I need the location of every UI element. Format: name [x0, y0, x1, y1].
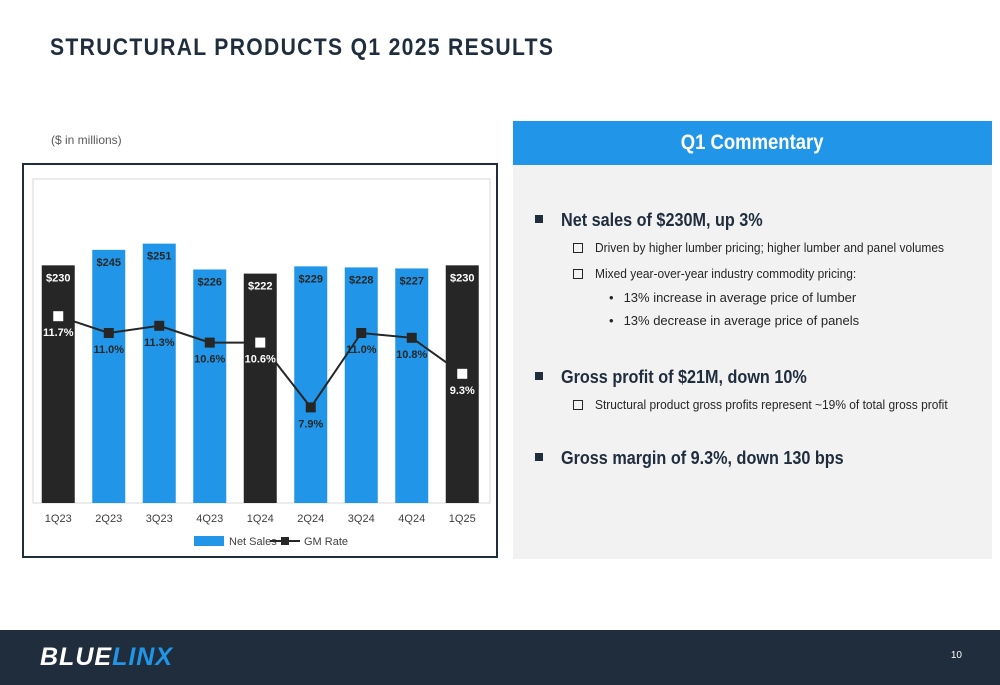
x-tick-label: 3Q24 — [348, 513, 375, 525]
sub-bullet-pricing: Driven by higher lumber pricing; higher … — [573, 240, 974, 255]
sub-sub-bullet-text: 13% increase in average price of lumber — [623, 290, 857, 305]
bar-net-sales — [193, 269, 227, 503]
bar-value-label: $230 — [450, 272, 474, 284]
bullet-text: Gross profit of $21M, down 10% — [561, 367, 807, 387]
gm-rate-marker — [154, 320, 165, 331]
x-tick-label: 3Q23 — [146, 513, 173, 525]
bullet-text: Gross margin of 9.3%, down 130 bps — [561, 448, 844, 468]
gm-rate-marker — [103, 328, 114, 338]
x-tick-label: 2Q23 — [95, 513, 122, 525]
gm-rate-marker — [53, 311, 64, 322]
bar-net-sales — [243, 273, 277, 503]
bar-net-sales — [92, 249, 126, 503]
bar-value-label: $245 — [97, 257, 121, 269]
gm-rate-label: 10.6% — [245, 354, 276, 366]
chart-frame: $230 1Q23 $245 2Q23 $251 3Q23 $226 4Q23 $222 1Q24… — [22, 163, 498, 558]
bullet-net-sales: Net sales of $230M, up 3% — [535, 210, 785, 231]
bar-value-label: $251 — [147, 251, 171, 263]
sub-sub-bullet-text: 13% decrease in average price of panels — [623, 313, 860, 328]
legend-net-sales-swatch — [194, 536, 224, 546]
sub-bullet-text: Mixed year-over-year industry commodity … — [595, 266, 857, 281]
x-tick-label: 1Q23 — [45, 513, 72, 525]
bar-value-label: $226 — [198, 276, 222, 288]
gm-rate-marker — [255, 337, 266, 348]
footer-bar: BLUELINX 10 — [0, 630, 1000, 685]
bar-value-label: $227 — [400, 275, 424, 287]
bar-net-sales — [294, 266, 328, 503]
bar-value-label: $230 — [46, 272, 70, 284]
x-tick-label: 2Q24 — [297, 513, 324, 525]
gm-rate-label: 9.3% — [450, 385, 475, 397]
bullet-gross-profit: Gross profit of $21M, down 10% — [535, 367, 834, 388]
gm-rate-label: 11.3% — [144, 337, 175, 349]
bar-net-sales — [142, 243, 176, 503]
sub-sub-bullet-lumber: • 13% increase in average price of lumber — [609, 290, 856, 305]
logo-part-1: BLUE — [40, 643, 113, 671]
square-bullet-icon — [535, 215, 543, 224]
logo-part-2: LINX — [112, 643, 174, 671]
gm-rate-marker — [457, 368, 468, 379]
bar-net-sales — [395, 268, 429, 503]
page-number: 10 — [950, 650, 962, 661]
gm-rate-label: 10.8% — [396, 349, 427, 361]
gm-rate-label: 11.0% — [93, 344, 124, 356]
bullet-text: Net sales of $230M, up 3% — [561, 210, 763, 230]
gm-rate-marker — [305, 402, 316, 413]
bar-net-sales — [344, 267, 378, 503]
dot-bullet-icon: • — [609, 313, 614, 328]
gm-rate-label: 11.7% — [43, 327, 74, 339]
sales-gm-chart: $230 1Q23 $245 2Q23 $251 3Q23 $226 4Q23 $222 1Q24… — [32, 178, 491, 548]
legend-gm-rate-label: GM Rate — [304, 536, 348, 548]
sub-bullet-text: Driven by higher lumber pricing; higher … — [595, 240, 945, 255]
sub-bullet-gross-profit-share: Structural product gross profits represe… — [573, 397, 978, 412]
x-tick-label: 1Q25 — [449, 513, 476, 525]
slide-title: STRUCTURAL PRODUCTS Q1 2025 RESULTS — [50, 34, 555, 61]
sub-sub-bullet-panels: • 13% decrease in average price of panels — [609, 313, 859, 328]
checkbox-bullet-icon — [573, 268, 583, 279]
sub-bullet-commodity: Mixed year-over-year industry commodity … — [573, 266, 879, 281]
bar-value-label: $228 — [349, 274, 373, 286]
bar-net-sales — [445, 265, 479, 503]
legend-gm-rate-marker — [281, 537, 289, 545]
gm-rate-marker — [406, 332, 417, 343]
commentary-header-label: Q1 Commentary — [681, 131, 824, 154]
gm-rate-marker — [204, 337, 215, 348]
gm-rate-label: 7.9% — [298, 418, 323, 430]
square-bullet-icon — [535, 453, 543, 462]
checkbox-bullet-icon — [573, 399, 583, 410]
bar-value-label: $222 — [248, 281, 272, 293]
commentary-panel: Q1 Commentary Net sales of $230M, up 3% … — [513, 121, 992, 559]
gm-rate-label: 10.6% — [194, 354, 225, 366]
commentary-header: Q1 Commentary — [513, 121, 992, 165]
sub-bullet-text: Structural product gross profits represe… — [595, 397, 948, 412]
bluelinx-logo: BLUELINX — [40, 643, 173, 672]
units-note: ($ in millions) — [51, 133, 122, 147]
x-tick-label: 4Q23 — [196, 513, 223, 525]
gm-rate-label: 11.0% — [346, 344, 377, 356]
square-bullet-icon — [535, 372, 543, 381]
bar-value-label: $229 — [299, 273, 323, 285]
x-tick-label: 4Q24 — [398, 513, 425, 525]
checkbox-bullet-icon — [573, 242, 583, 253]
bullet-gross-margin: Gross margin of 9.3%, down 130 bps — [535, 448, 875, 469]
gm-rate-marker — [356, 328, 367, 338]
legend-net-sales-label: Net Sales — [229, 536, 277, 548]
x-tick-label: 1Q24 — [247, 513, 274, 525]
bar-net-sales — [41, 265, 75, 503]
dot-bullet-icon: • — [609, 290, 614, 305]
